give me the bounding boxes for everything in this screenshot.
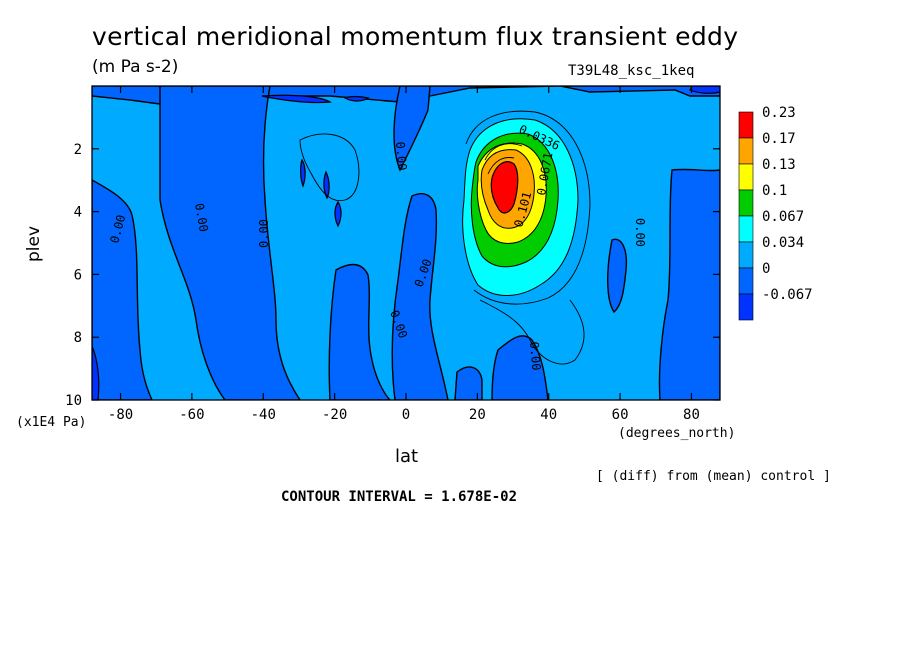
region-center-column: [391, 192, 449, 400]
colorbar-swatch: [738, 215, 754, 243]
contour-west-blob: [299, 133, 360, 202]
chart-title: vertical meridional momentum flux transi…: [92, 22, 739, 51]
x-tick-label: -40: [251, 407, 276, 423]
region-west-large: [159, 86, 301, 400]
pocket-top-right: [689, 86, 720, 94]
contour-ring-2: [487, 157, 515, 175]
colorbar-swatch: [738, 163, 754, 191]
x-axis-units: (degrees_north): [618, 426, 736, 441]
colorbar-label: 0: [762, 261, 770, 277]
y-tick-label: 6: [74, 267, 82, 283]
colorbar-swatch: [738, 137, 754, 165]
colorbar-label: -0.067: [762, 287, 813, 303]
contour-ring-1: [484, 143, 523, 161]
contour-outer: [465, 110, 591, 305]
region-center-left: [328, 263, 391, 400]
colorbar-label: 0.23: [762, 105, 796, 121]
colorbar-label: 0.13: [762, 157, 796, 173]
y-axis-units: (x1E4 Pa): [16, 415, 87, 430]
x-tick-label: 40: [540, 407, 557, 423]
contour-label: 0.00: [527, 341, 543, 371]
region-center-tongue: [393, 86, 431, 172]
contour-interval: CONTOUR INTERVAL = 1.678E-02: [281, 489, 518, 505]
x-tick-label: 20: [469, 407, 486, 423]
colorbar: 0.23 0.17 0.13 0.1 0.067 0.034 0 -0.067: [738, 105, 813, 321]
region-south-mid: [491, 335, 549, 400]
region-south-center: [454, 366, 483, 400]
colorbar-swatch: [738, 241, 754, 269]
axis-ticks: [92, 86, 720, 401]
pocket-sliver-a: [300, 158, 306, 188]
x-tick-label: 0: [402, 407, 410, 423]
region-east-edge: [658, 168, 720, 400]
y-tick-label: 10: [65, 393, 82, 409]
colorbar-label: 0.1: [762, 183, 787, 199]
y-tick-label: 2: [74, 142, 82, 158]
field-red: [490, 161, 519, 214]
colorbar-swatch: [738, 293, 754, 321]
colorbar-label: 0.067: [762, 209, 804, 225]
pocket-sliver-c: [334, 200, 342, 228]
colorbar-swatch: [738, 267, 754, 295]
x-tick-label: 60: [612, 407, 629, 423]
field-contours: [299, 110, 591, 365]
contour-label: 0.00: [257, 219, 271, 248]
pocket-top-left: [261, 94, 332, 104]
axis-tick-labels: -80 -60 -40 -20 0 20 40 60 80 2 4 6 8 10: [65, 142, 700, 423]
y-tick-label: 4: [74, 205, 82, 221]
contour-label: 0.00: [633, 218, 647, 247]
colorbar-label: 0.034: [762, 235, 804, 251]
region-left-column: [92, 179, 153, 400]
diff-note: [ (diff) from (mean) control ]: [596, 469, 831, 484]
x-axis-label: lat: [395, 446, 419, 467]
field-negative: [92, 86, 720, 400]
contour-fields: [92, 86, 720, 400]
x-tick-label: -80: [108, 407, 133, 423]
x-tick-label: 80: [683, 407, 700, 423]
colorbar-swatch: [738, 189, 754, 217]
contour-label: 0.00: [393, 141, 409, 171]
x-tick-label: -20: [322, 407, 347, 423]
region-east-column: [607, 238, 628, 314]
contour-south-loop: [479, 299, 585, 365]
x-tick-label: -60: [179, 407, 204, 423]
field-strong-negative: [92, 86, 720, 400]
colorbar-label: 0.17: [762, 131, 796, 147]
pocket-sliver-b: [323, 170, 330, 200]
y-tick-label: 8: [74, 330, 82, 346]
pocket-left-edge: [92, 345, 100, 400]
contour-label: 0.00: [192, 202, 211, 233]
chart-units: (m Pa s-2): [92, 57, 179, 77]
pocket-top-center: [343, 95, 370, 102]
colorbar-swatch: [738, 111, 754, 139]
run-label: T39L48_ksc_1keq: [568, 63, 695, 79]
